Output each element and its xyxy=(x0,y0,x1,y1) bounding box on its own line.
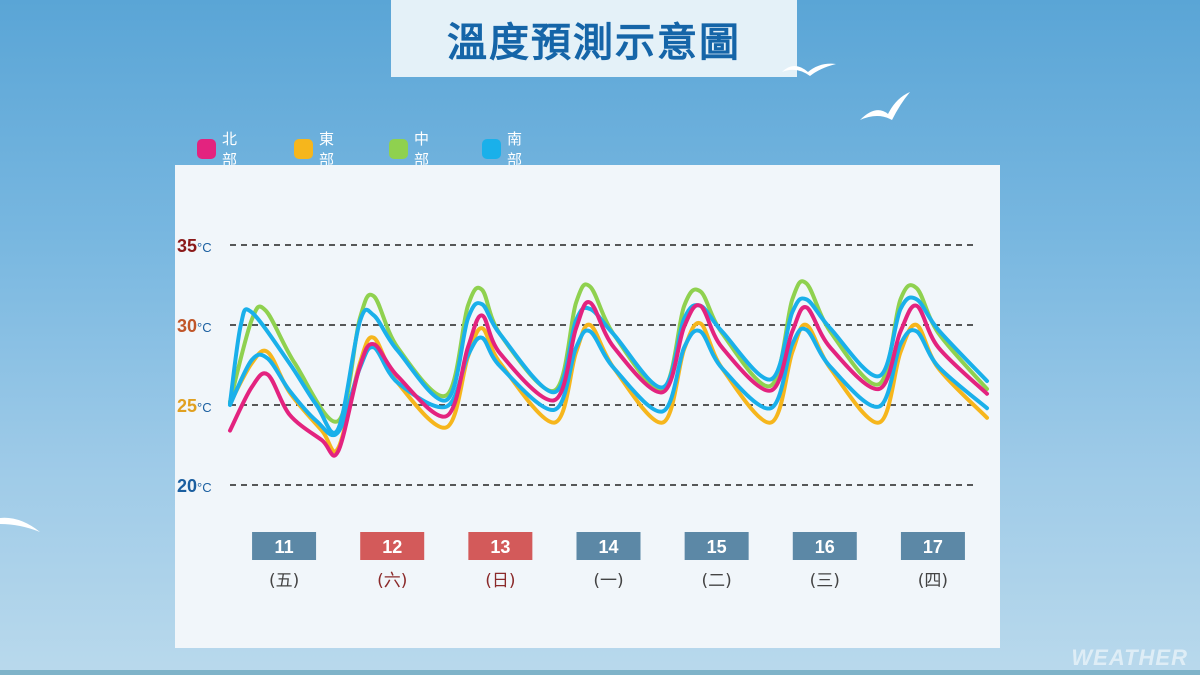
page-title: 溫度預測示意圖 xyxy=(447,19,741,66)
date-label: 13 xyxy=(490,537,510,557)
legend-item-central: 中部 xyxy=(389,128,436,170)
legend-item-east: 東部 xyxy=(294,128,341,170)
weekday-label: (二) xyxy=(702,571,732,591)
legend-item-south: 南部 xyxy=(482,128,529,170)
legend-item-north: 北部 xyxy=(197,128,244,170)
series-line xyxy=(228,300,989,458)
weekday-label: (四) xyxy=(918,571,948,591)
weekday-label: (日) xyxy=(485,571,515,591)
weekday-label: (六) xyxy=(377,571,407,591)
weekday-label: (一) xyxy=(593,571,623,591)
date-box xyxy=(252,532,317,560)
date-box xyxy=(360,532,425,560)
legend-label: 中部 xyxy=(414,130,430,169)
seagull-icon xyxy=(860,92,910,120)
series-line xyxy=(228,326,989,438)
date-label: 17 xyxy=(923,537,943,557)
y-tick-label: 25°C xyxy=(177,396,212,416)
seagull-icon xyxy=(782,63,836,76)
watermark-logo: WEATHER xyxy=(1071,645,1188,670)
ground-strip xyxy=(0,670,1200,675)
legend-label: 南部 xyxy=(507,130,523,169)
y-tick-label: 20°C xyxy=(177,476,212,496)
date-box xyxy=(792,532,857,560)
legend-swatch xyxy=(482,139,502,159)
title-banner: 溫度預測示意圖 xyxy=(391,0,797,77)
legend-label: 東部 xyxy=(319,130,335,169)
legend-swatch xyxy=(389,139,409,159)
date-label: 11 xyxy=(275,537,294,557)
date-box xyxy=(576,532,641,560)
legend-swatch xyxy=(197,139,217,159)
seagull-icon xyxy=(0,517,40,532)
chart-panel: 35°C 30°C 25°C 20°C 11 (五) 12 (六) 13 (日) 14 (一) 15 (二… xyxy=(175,165,1000,648)
y-tick-label: 35°C xyxy=(177,236,212,256)
date-label: 15 xyxy=(707,537,727,557)
date-label: 12 xyxy=(382,537,402,557)
legend-swatch xyxy=(294,139,314,159)
date-label: 14 xyxy=(598,537,618,557)
date-label: 16 xyxy=(815,537,835,557)
weekday-label: (三) xyxy=(810,571,840,591)
y-tick-label: 30°C xyxy=(177,316,212,336)
temperature-chart: 35°C 30°C 25°C 20°C 11 (五) 12 (六) 13 (日) 14 (一) 15 (二… xyxy=(177,236,989,591)
weekday-label: (五) xyxy=(269,571,299,591)
series-line xyxy=(228,295,989,435)
legend-label: 北部 xyxy=(222,130,238,169)
date-box xyxy=(684,532,749,560)
date-box xyxy=(900,532,965,560)
date-box xyxy=(468,532,533,560)
